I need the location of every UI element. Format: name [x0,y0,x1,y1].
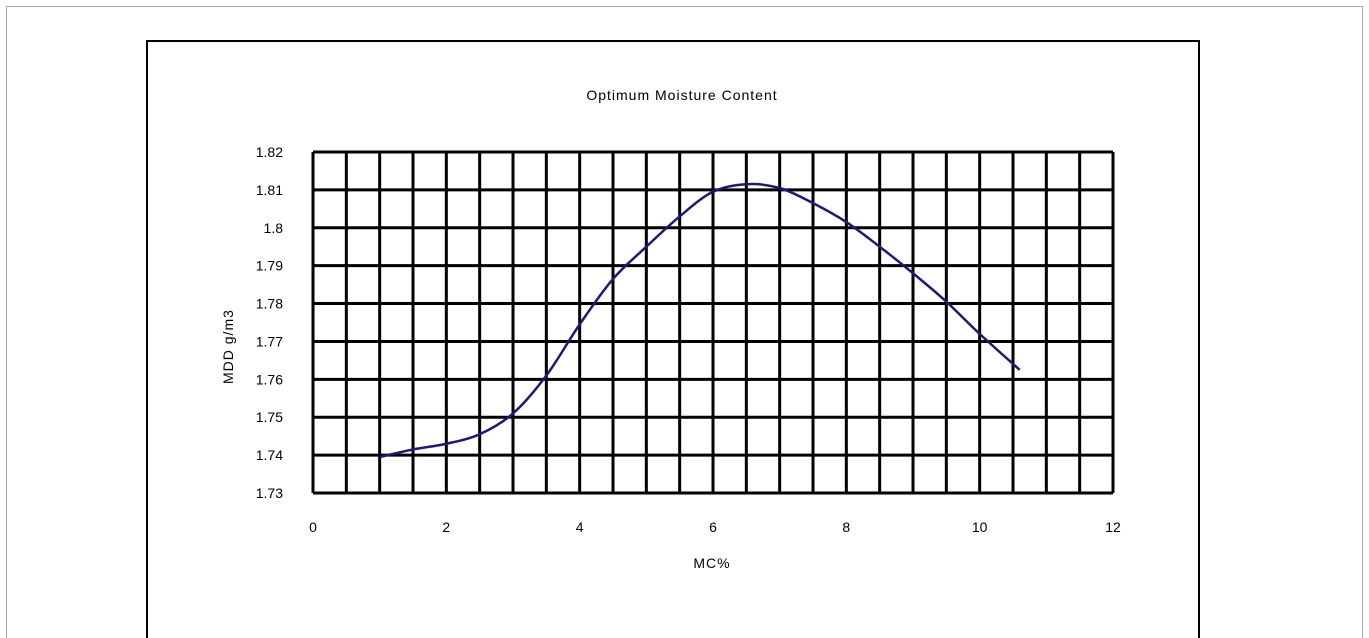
y-tick-label: 1.73 [256,485,283,501]
x-tick-label: 4 [576,519,584,535]
x-tick-label: 10 [972,519,988,535]
y-tick-label: 1.74 [256,447,283,463]
y-tick-label: 1.77 [256,333,283,349]
chart-frame [146,40,1200,638]
x-tick-label: 6 [709,519,717,535]
x-axis-title: MC% [693,555,730,571]
y-tick-label: 1.82 [256,144,283,160]
series-layer [379,182,1021,459]
y-tick-label: 1.81 [256,182,283,198]
y-tick-label: 1.79 [256,258,283,274]
x-tick-label: 2 [442,519,450,535]
grid-layer [311,150,1115,495]
y-tick-label: 1.78 [256,296,283,312]
series-line [379,182,1021,459]
x-tick-label: 12 [1105,519,1121,535]
y-axis-title-text: MDD g/m3 [220,309,236,384]
y-tick-label: 1.76 [256,371,283,387]
x-tick-label: 0 [309,519,317,535]
x-tick-label: 8 [842,519,850,535]
y-tick-label: 1.75 [256,409,283,425]
y-tick-labels: 1.73 1.74 1.75 1.76 1.77 1.78 1.79 1.8 1.81 1.82 [256,144,283,501]
y-tick-label: 1.8 [264,220,284,236]
y-axis-title: MDD g/m3 [220,309,236,384]
x-tick-labels: 0 2 4 6 8 10 12 [309,519,1121,535]
outer-frame [6,6,1363,638]
chart-title: Optimum Moisture Content [586,87,777,103]
